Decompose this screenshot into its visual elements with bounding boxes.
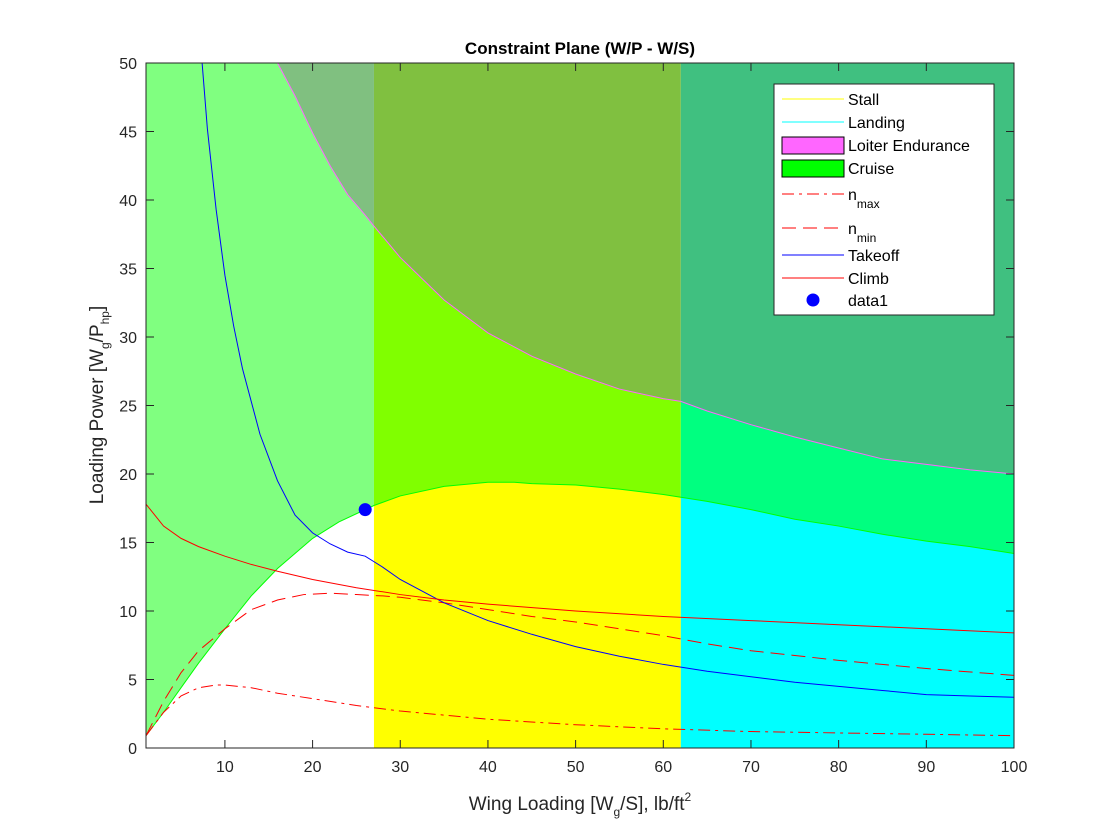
legend-label: Stall [848,92,879,109]
x-axis-title: Wing Loading [Wg/S], lb/ft2 [469,790,692,819]
y-tick-label: 45 [119,125,137,142]
x-tick-label: 10 [216,759,234,776]
cruise-stall-region [373,226,681,506]
legend-swatch [781,136,845,155]
legend-label-main: n [848,221,857,238]
legend-item-cruise: Cruise [781,159,894,178]
stall-region [373,482,681,748]
x-tick-label: 90 [917,759,935,776]
legend-label: Takeoff [848,248,900,265]
landing-region [680,497,1014,748]
loiter-stall-region [373,63,681,402]
legend-item-stall: Stall [782,92,879,109]
x-tick-label: 20 [304,759,322,776]
x-axis-title-superscript: 2 [685,790,692,804]
y-tick-label: 15 [119,536,137,553]
n-min-line [146,592,1014,736]
legend-item-loiter-endurance: Loiter Endurance [781,136,970,155]
cruise-line [146,481,1014,736]
y-tick-label: 0 [128,741,137,758]
legend-item-data1: data1 [806,293,888,310]
y-tick-label: 40 [119,193,137,210]
n-max-line [146,684,1014,737]
x-tick-label: 40 [479,759,497,776]
legend-label: nmax [848,187,880,211]
legend-swatch [806,293,820,307]
y-tick-label: 50 [119,56,137,73]
y-tick-label: 25 [119,399,137,416]
x-axis-title-subscript: g [613,805,620,819]
y-tick-label: 10 [119,604,137,621]
loiter-endurance-line [277,63,1014,475]
cruise-landing-region [680,401,1014,554]
legend-label-subscript: min [857,231,876,245]
legend-label-subscript: max [857,197,880,211]
x-tick-label: 50 [567,759,585,776]
legend-item-landing: Landing [782,115,905,132]
y-tick-label: 30 [119,330,137,347]
cruise-region [146,63,374,736]
chart-title: Constraint Plane (W/P - W/S) [465,39,695,58]
x-tick-label: 60 [654,759,672,776]
y-axis-title-subscript: g [98,342,112,349]
data1-marker [358,503,372,517]
x-tick-label: 70 [742,759,760,776]
legend-label-main: Landing [848,115,905,132]
y-axis-title-mid: /P [87,324,108,342]
series-markers [358,503,372,517]
x-tick-label: 100 [1001,759,1028,776]
x-tick-label: 80 [830,759,848,776]
legend-item-climb: Climb [782,271,889,288]
legend-label-main: Loiter Endurance [848,138,970,155]
x-tick-label: 30 [391,759,409,776]
x-axis-ticks: 10 20 30 40 50 60 70 80 90 100 [216,63,1027,776]
legend-swatch [781,159,845,178]
legend-label-main: Takeoff [848,248,900,265]
y-axis-title-rest: ] [87,306,108,311]
y-axis-title-subscript-2: hp [98,311,112,325]
y-tick-label: 20 [119,467,137,484]
x-axis-title-main: Wing Loading [W [469,794,614,815]
y-axis-title: Loading Power [Wg/Php] [87,306,112,505]
legend-label: Cruise [848,161,894,178]
y-tick-label: 5 [128,673,137,690]
legend-label: Landing [848,115,905,132]
legend-label: data1 [848,293,888,310]
y-axis-ticks: 0 5 10 15 20 25 30 35 40 45 50 [119,56,1014,758]
legend-label: nmin [848,221,876,245]
loiter-region [277,63,374,227]
climb-line [146,503,1014,634]
y-tick-label: 35 [119,262,137,279]
takeoff-line [201,63,1014,698]
legend-label-main: Climb [848,271,889,288]
legend-item-takeoff: Takeoff [782,248,900,265]
legend-label-main: Stall [848,92,879,109]
legend-label: Loiter Endurance [848,138,970,155]
legend-label-main: n [848,187,857,204]
legend-item-n-min: nmin [782,221,876,245]
series-lines [146,63,1014,737]
legend-label-main: data1 [848,293,888,310]
legend-label-main: Cruise [848,161,894,178]
legend-label: Climb [848,271,889,288]
legend-item-n-max: nmax [782,187,880,211]
y-axis-title-main: Loading Power [W [87,349,108,504]
x-axis-title-rest: /S], lb/ft [620,794,685,815]
